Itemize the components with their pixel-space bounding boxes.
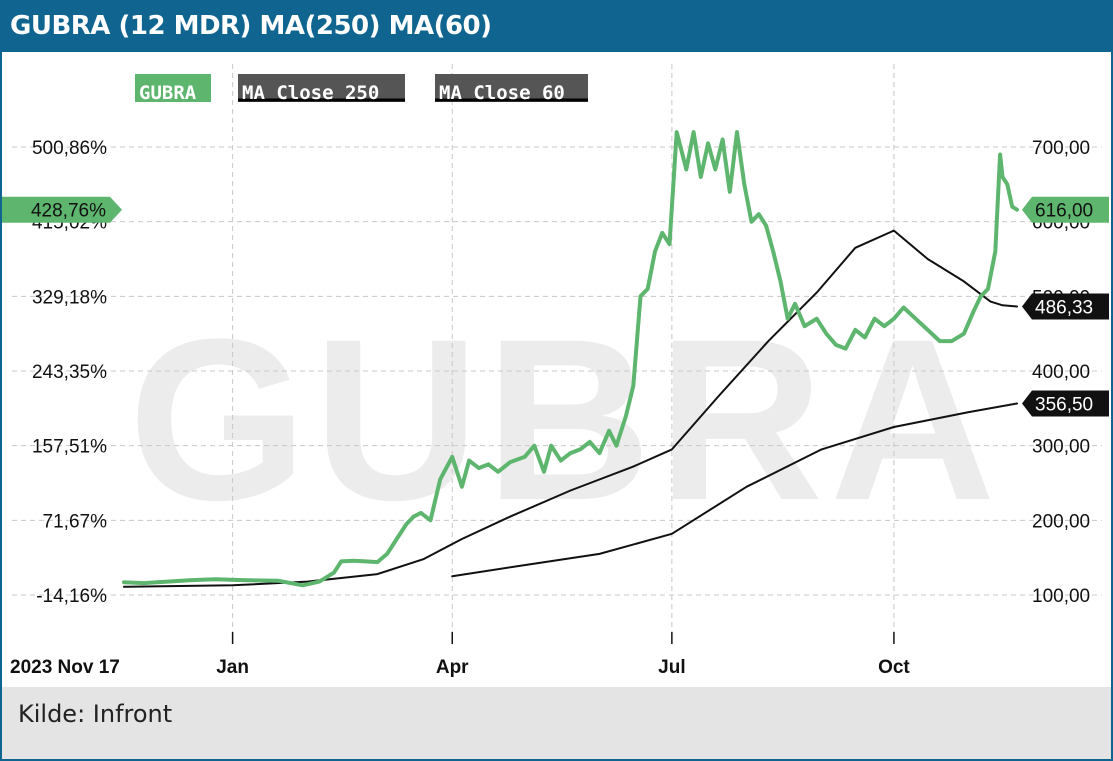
- right-axis-tick: 300,00: [1032, 437, 1090, 458]
- ma250-value: 486,33: [1035, 298, 1093, 319]
- left-axis-tick: 157,51%: [32, 437, 107, 458]
- footer: Kilde: Infront: [2, 687, 1111, 759]
- legend-swatch: [135, 74, 211, 102]
- chart-title: GUBRA (12 MDR) MA(250) MA(60): [10, 11, 492, 41]
- legend-label: MA Close 60: [439, 82, 565, 104]
- left-axis-tick: 243,35%: [32, 362, 107, 383]
- x-axis-tick: Jan: [216, 657, 249, 678]
- left-axis-tick: 500,86%: [32, 138, 107, 159]
- current-percent-value: 428,76%: [31, 201, 106, 222]
- left-axis-tick: 329,18%: [32, 287, 107, 308]
- source-label: Kilde: Infront: [18, 700, 173, 728]
- legend-item: MA Close 250: [238, 74, 405, 104]
- ma250-value-tag: [1022, 293, 1109, 320]
- ma250-line: [123, 229, 1018, 588]
- ma60-value-tag: [1022, 390, 1109, 417]
- left-axis-tick: 71,67%: [43, 511, 108, 532]
- current-percent-tag: [2, 196, 122, 223]
- right-axis-tick: 200,00: [1032, 511, 1090, 532]
- left-axis-tick: -14,16%: [36, 586, 107, 607]
- right-axis-tick: 100,00: [1032, 586, 1090, 607]
- legend-label: GUBRA: [139, 82, 197, 104]
- price-line: [122, 130, 1019, 588]
- legend-swatch: [238, 74, 405, 102]
- right-axis-tick: 400,00: [1032, 362, 1090, 383]
- ma60-value: 356,50: [1035, 394, 1093, 415]
- title-bar: GUBRA (12 MDR) MA(250) MA(60): [2, 2, 1111, 52]
- chart-canvas: GUBRA500,86%700,00415,02%600,00329,18%50…: [2, 64, 1109, 678]
- ma60-line: [451, 402, 1018, 578]
- legend-swatch: [435, 74, 588, 102]
- legend-item: GUBRA: [135, 74, 211, 104]
- x-axis-start-label: 2023 Nov 17: [10, 657, 120, 678]
- current-price-value: 616,00: [1035, 201, 1093, 222]
- legend-item: MA Close 60: [435, 74, 588, 104]
- x-axis-tick: Apr: [436, 657, 469, 678]
- legend-label: MA Close 250: [242, 82, 379, 104]
- right-axis-tick: 700,00: [1032, 138, 1090, 159]
- x-axis-tick: Jul: [658, 657, 685, 678]
- x-axis-tick: Oct: [878, 657, 910, 678]
- current-price-tag: [1022, 196, 1109, 223]
